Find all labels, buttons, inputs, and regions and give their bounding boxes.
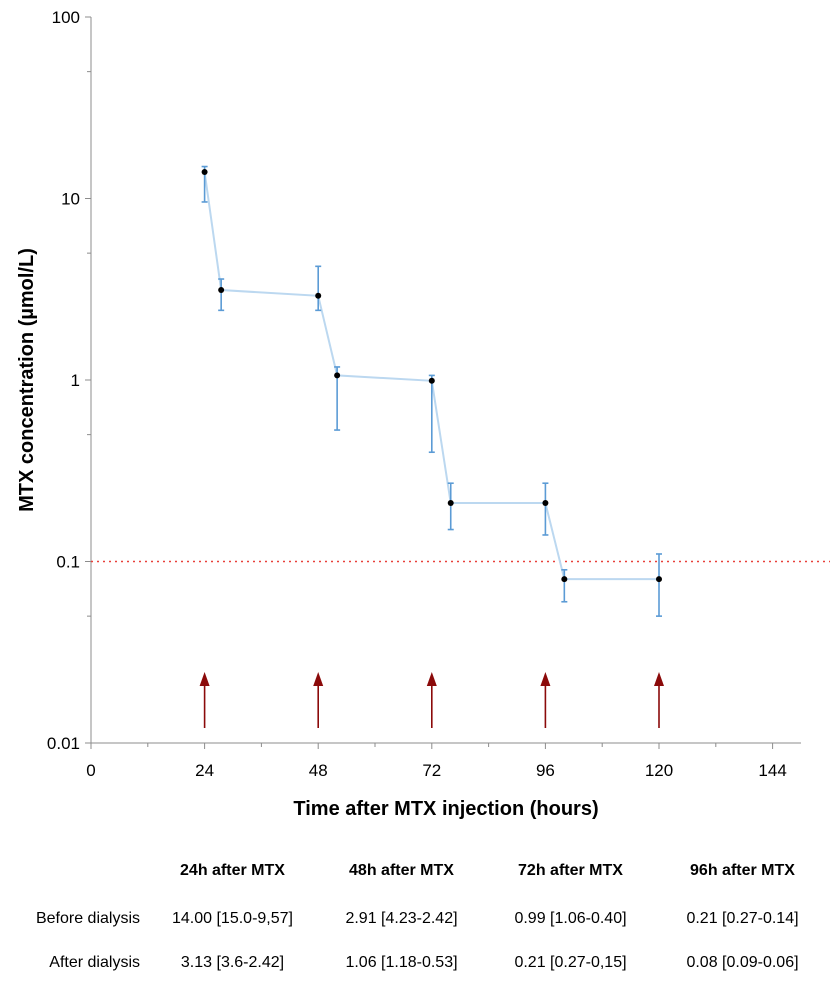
data-point	[334, 372, 341, 379]
dialysis-arrow	[199, 672, 210, 728]
x-axis-title: Time after MTX injection (hours)	[293, 798, 598, 820]
x-tick-label: 96	[536, 761, 555, 780]
dialysis-arrow	[654, 672, 664, 728]
y-tick-label: 1	[71, 371, 80, 390]
summary-table: 24h after MTX 48h after MTX 72h after MT…	[0, 845, 830, 985]
x-tick-label: 72	[422, 761, 441, 780]
x-tick-label: 144	[758, 761, 786, 780]
dialysis-arrows	[199, 672, 664, 728]
x-tick-label: 0	[86, 761, 95, 780]
table-header-cell: 48h after MTX	[349, 862, 454, 879]
x-tick-label: 24	[195, 761, 214, 780]
table-header-row: 24h after MTX 48h after MTX 72h after MT…	[0, 845, 830, 897]
dialysis-arrow	[540, 672, 551, 728]
table-cell: 0.21 [0.27-0,15]	[514, 954, 627, 971]
data-point	[542, 500, 549, 507]
table-cell: 3.13 [3.6-2.42]	[180, 954, 285, 971]
dialysis-arrow	[426, 672, 437, 728]
chart-area: 0.01 0.1 1 10 100 0 24 48 72 96 120 144 Time after…	[16, 8, 830, 820]
y-tick-label: 0.01	[47, 734, 80, 753]
data-point	[315, 292, 322, 299]
table-header-cell: 24h after MTX	[180, 862, 285, 879]
table-cell: 0.21 [0.27-0.14]	[686, 910, 799, 927]
row-label: After dialysis	[49, 954, 140, 971]
arrow-head	[313, 672, 324, 686]
arrow-head	[540, 672, 551, 686]
table-header-cell: 96h after MTX	[690, 862, 795, 879]
y-axis-title: MTX concentration (µmol/L)	[16, 248, 38, 512]
dialysis-arrow	[313, 672, 324, 728]
data-points	[201, 168, 662, 583]
x-ticks: 0 24 48 72 96 120 144	[86, 743, 787, 780]
arrow-head	[654, 672, 664, 686]
table-cell: 0.08 [0.09-0.06]	[686, 954, 799, 971]
row-label: Before dialysis	[35, 910, 140, 927]
y-tick-label: 100	[52, 8, 80, 27]
x-tick-label: 48	[309, 761, 328, 780]
table-cell: 2.91 [4.23-2.42]	[345, 910, 458, 927]
arrow-head	[199, 672, 210, 686]
table-header-cell	[0, 845, 148, 897]
data-point	[656, 576, 662, 583]
data-point	[201, 168, 208, 175]
y-ticks: 0.01 0.1 1 10 100	[47, 8, 91, 753]
data-point	[561, 576, 568, 583]
table-row: After dialysis 3.13 [3.6-2.42] 1.06 [1.1…	[0, 941, 830, 985]
data-point	[447, 500, 454, 507]
x-tick-label: 120	[645, 761, 673, 780]
table-cell: 1.06 [1.18-0.53]	[345, 954, 458, 971]
y-tick-label: 0.1	[56, 553, 80, 572]
table-cell: 0.99 [1.06-0.40]	[514, 910, 627, 927]
error-bars	[201, 165, 662, 617]
y-tick-label: 10	[61, 190, 80, 209]
axes	[90, 17, 801, 744]
table-row: Before dialysis 14.00 [15.0-9,57] 2.91 […	[0, 897, 830, 941]
data-point	[218, 287, 225, 294]
data-point	[428, 377, 435, 384]
table-header-cell: 72h after MTX	[518, 862, 623, 879]
table-cell: 14.00 [15.0-9,57]	[172, 910, 293, 927]
arrow-head	[426, 672, 437, 686]
